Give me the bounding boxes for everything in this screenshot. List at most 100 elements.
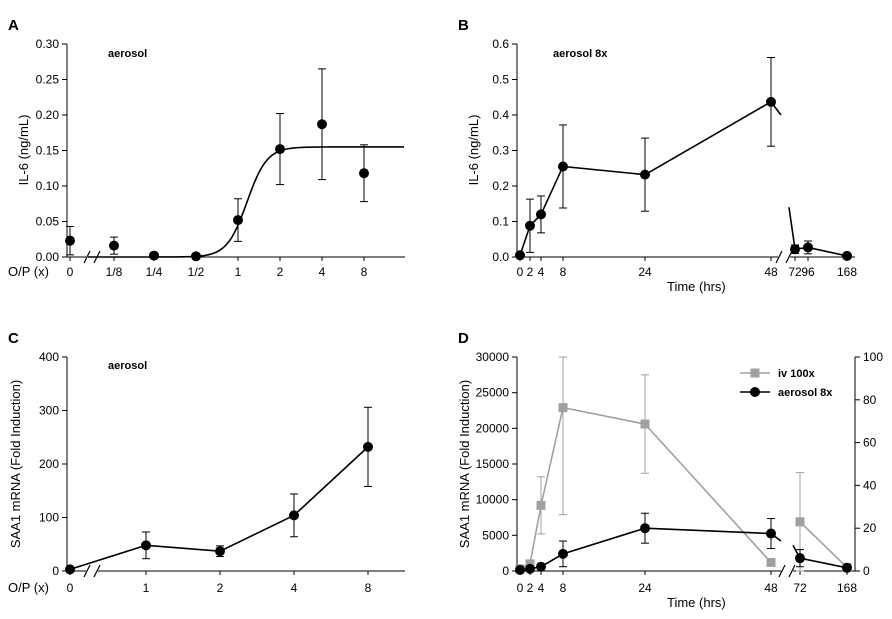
panel-a-point	[109, 240, 119, 251]
panel-d-xtick-label: 24	[638, 581, 652, 595]
panel-d-right-ytick-label: 20	[863, 521, 877, 535]
panel-d-aerosol-line	[519, 527, 782, 571]
panel-d-left-ytick-label: 25000	[476, 386, 510, 400]
panel-c-xlabel: O/P (x)	[8, 580, 49, 595]
panel-a-point	[191, 251, 201, 262]
panel-c-xtick-label: 1	[143, 581, 150, 595]
panel-b-ytick-label: 0.4	[492, 108, 509, 122]
panel-a-xtick-label: 1/2	[188, 265, 205, 279]
panel-d-iv-point	[640, 419, 650, 429]
panel-d-xlabel: Time (hrs)	[667, 595, 726, 610]
panel-b-point	[536, 209, 546, 220]
panel-d-ylabel: SAA1 mRNA (Fold Induction)	[457, 380, 472, 548]
panel-b-xtick-label: 24	[638, 265, 652, 279]
panel-a-ytick-label: 0.00	[36, 250, 60, 264]
panel-c-xtick-label: 2	[217, 581, 224, 595]
panel-b-point	[525, 220, 535, 231]
panel-d-left-ytick-label: 5000	[482, 528, 509, 542]
panel-b-ytick-label: 0.6	[492, 37, 509, 51]
panel-c: C 0 100 200 300 400 SAA1 mRNA (Fold Induction)…	[8, 330, 405, 595]
panel-d-xtick-label: 72	[793, 581, 807, 595]
panel-c-point	[289, 510, 299, 521]
panel-d-aerosol-point	[536, 561, 546, 572]
panel-a-point	[65, 235, 75, 246]
panel-c-point	[141, 540, 151, 551]
panel-d-iv-point	[558, 403, 568, 413]
panel-b-xtick-label: 2	[527, 265, 534, 279]
panel-b-ylabel: IL-6 (ng/mL)	[466, 115, 481, 186]
panel-a-ytick-label: 0.05	[36, 215, 60, 229]
panel-b-point	[515, 250, 525, 261]
axis-break-mark	[83, 250, 91, 264]
panel-a: A 0.00 0.05 0.10 0.15 0.20 0.25 0.30 IL-6 (ng/mL…	[8, 17, 405, 279]
panel-c-point	[363, 441, 373, 452]
panel-b-xtick-label: 96	[801, 265, 815, 279]
panel-d-aerosol-point	[795, 553, 805, 564]
panel-b-point	[803, 242, 813, 253]
panel-a-xtick-label: 1	[235, 265, 242, 279]
panel-b-xlabel: Time (hrs)	[667, 279, 726, 294]
panel-a-xtick-label: 4	[319, 265, 326, 279]
panel-d-letter: D	[458, 330, 469, 347]
panel-b-ytick-label: 0.5	[492, 73, 509, 87]
panel-c-ylabel: SAA1 mRNA (Fold Induction)	[8, 380, 23, 548]
panel-b-point	[790, 244, 800, 255]
panel-b-xtick-label: 0	[517, 265, 524, 279]
panel-b-point	[640, 169, 650, 180]
panel-a-ytick-label: 0.30	[36, 37, 60, 51]
panel-a-point	[317, 119, 327, 130]
panel-d-left-ytick-label: 20000	[476, 421, 510, 435]
panel-a-point	[359, 168, 369, 179]
axis-break-mark	[775, 250, 783, 264]
panel-a-letter: A	[8, 17, 19, 34]
panel-a-ytick-label: 0.15	[36, 144, 60, 158]
axis-break-mark	[788, 564, 796, 578]
panel-b-xtick-label: 48	[764, 265, 778, 279]
panel-a-point	[233, 215, 243, 226]
panel-d-right-ytick-label: 40	[863, 478, 877, 492]
panel-b-xtick-label: 72	[788, 265, 802, 279]
panel-d-right-ytick-label: 0	[863, 564, 870, 578]
panel-c-ytick-label: 300	[39, 404, 59, 418]
panel-b-xtick-label: 4	[538, 265, 545, 279]
panel-a-xlabel: O/P (x)	[8, 264, 49, 279]
panel-c-annotation: aerosol	[108, 360, 147, 372]
panel-d-xtick-label: 168	[837, 581, 857, 595]
panel-b-letter: B	[458, 17, 469, 34]
panel-c-ytick-label: 0	[52, 564, 59, 578]
panel-d-left-ytick-label: 10000	[476, 493, 510, 507]
panel-d-left-ytick-label: 30000	[476, 350, 510, 364]
panel-d-right-ytick-label: 100	[863, 350, 883, 364]
panel-a-ytick-label: 0.25	[36, 73, 60, 87]
panel-a-fit-curve	[88, 146, 404, 258]
panel-b-point	[842, 250, 852, 261]
panel-d-legend-label: aerosol 8x	[778, 387, 833, 399]
panel-c-xtick-label: 4	[291, 581, 298, 595]
panel-b-xtick-label: 8	[560, 265, 567, 279]
panel-d-aerosol-point	[525, 563, 535, 574]
panel-a-xtick-label: 1/4	[146, 265, 163, 279]
panel-c-ytick-label: 200	[39, 457, 59, 471]
panel-d-xtick-label: 0	[517, 581, 524, 595]
panel-d-iv-line	[799, 521, 848, 569]
panel-a-ytick-label: 0.20	[36, 108, 60, 122]
panel-d-right-ytick-label: 80	[863, 393, 877, 407]
panel-d-aerosol-point	[640, 523, 650, 534]
panel-b-point	[558, 161, 568, 172]
panel-b-xtick-label: 168	[837, 265, 857, 279]
panel-b: B 0.0 0.1 0.2 0.3 0.4 0.5 0.6 IL-6 (ng/mL) aeroso…	[458, 17, 857, 294]
panel-a-xtick-label: 0	[67, 265, 74, 279]
panel-b-ytick-label: 0.3	[492, 144, 509, 158]
panel-c-xtick-label: 0	[67, 581, 74, 595]
panel-d-aerosol-point	[842, 562, 852, 573]
panel-c-point	[65, 564, 75, 575]
panel-a-xtick-label: 8	[361, 265, 368, 279]
panel-d-xtick-label: 48	[764, 581, 778, 595]
panel-d-legend-label: iv 100x	[778, 368, 816, 380]
panel-d-iv-point	[766, 557, 776, 567]
axis-break-mark	[93, 564, 101, 578]
panel-d-iv-point	[795, 517, 805, 527]
panel-d-xtick-label: 2	[527, 581, 534, 595]
panel-c-ytick-label: 100	[39, 511, 59, 525]
